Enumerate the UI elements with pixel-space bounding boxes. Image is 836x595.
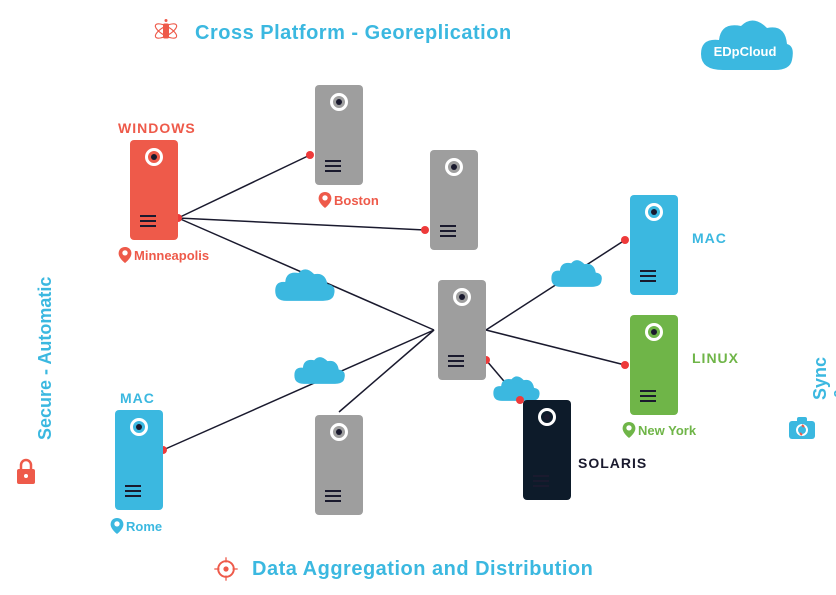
pin-icon bbox=[318, 192, 332, 211]
atom-icon bbox=[151, 16, 181, 51]
os-label-mac-left: MAC bbox=[120, 390, 155, 406]
edge bbox=[339, 330, 434, 412]
server-mac-left bbox=[115, 410, 163, 510]
city-label-grey-boston: Boston bbox=[318, 192, 379, 211]
server-grey-ny-top bbox=[430, 150, 478, 250]
connection-dot bbox=[306, 151, 314, 159]
city-label-linux: New York bbox=[622, 422, 696, 441]
server-windows bbox=[130, 140, 178, 240]
cloud-icon bbox=[288, 356, 348, 395]
os-label-mac-right: MAC bbox=[692, 230, 727, 246]
target-icon bbox=[213, 556, 239, 587]
server-grey-bottom bbox=[315, 415, 363, 515]
sync-icon bbox=[788, 416, 816, 445]
server-solaris bbox=[523, 400, 571, 500]
side-label-left: Secure - Automatic bbox=[35, 277, 56, 440]
connection-dot bbox=[621, 361, 629, 369]
title-top: Cross Platform - Georeplication bbox=[195, 22, 512, 45]
edge bbox=[178, 155, 310, 218]
edge bbox=[486, 330, 625, 365]
city-label-windows: Minneapolis bbox=[118, 247, 209, 266]
svg-text:EDpCloud: EDpCloud bbox=[714, 44, 777, 59]
os-label-linux: LINUX bbox=[692, 350, 739, 366]
server-mac-right bbox=[630, 195, 678, 295]
pin-icon bbox=[622, 422, 636, 441]
city-label-mac-left: Rome bbox=[110, 518, 162, 537]
pin-icon bbox=[110, 518, 124, 537]
side-label-right: Sync & Share bbox=[810, 350, 836, 400]
cloud-icon bbox=[268, 268, 338, 313]
pin-icon bbox=[118, 247, 132, 266]
server-grey-boston bbox=[315, 85, 363, 185]
title-bottom: Data Aggregation and Distribution bbox=[252, 558, 593, 581]
lock-icon bbox=[14, 458, 38, 491]
server-hub bbox=[438, 280, 486, 380]
cloud-icon bbox=[545, 259, 605, 298]
diagram-canvas: WINDOWS Minneapolis Boston MAC LINUX New York… bbox=[0, 0, 836, 595]
os-label-solaris: SOLARIS bbox=[578, 455, 647, 471]
edge bbox=[178, 218, 425, 230]
os-label-windows: WINDOWS bbox=[118, 120, 196, 136]
connection-dot bbox=[421, 226, 429, 234]
server-linux bbox=[630, 315, 678, 415]
cloud-badge: EDpCloud bbox=[695, 18, 795, 85]
connection-dot bbox=[621, 236, 629, 244]
